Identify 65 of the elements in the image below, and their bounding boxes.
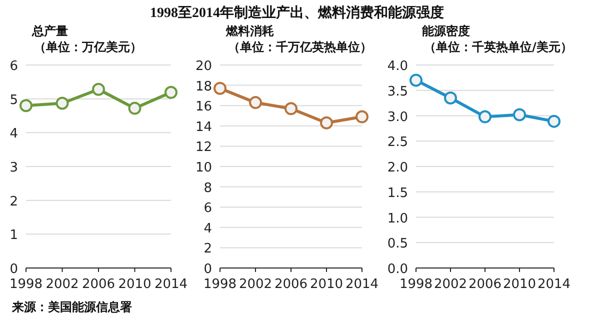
- y-tick-label: 6: [204, 201, 212, 216]
- y-tick-label: 0: [10, 262, 18, 277]
- point: [356, 110, 368, 124]
- x-tick-label: 2002: [434, 277, 468, 292]
- point: [320, 116, 333, 130]
- y-tick-label: 3.5: [387, 84, 408, 100]
- point: [164, 86, 178, 99]
- y-tick-label: 16: [195, 100, 212, 115]
- point: [444, 91, 457, 104]
- x-tick-label: 2002: [238, 277, 272, 292]
- y-tick-label: 18: [195, 79, 212, 94]
- y-tick-label: 8: [204, 180, 212, 196]
- x-tick-label: 2006: [274, 277, 308, 292]
- y-tick-label: 5: [10, 92, 18, 108]
- x-tick-label: 2014: [345, 277, 379, 292]
- point: [128, 102, 142, 115]
- y-tick-label: 1.0: [387, 211, 408, 226]
- y-tick-label: 1.5: [387, 186, 408, 201]
- point: [249, 96, 262, 110]
- point: [20, 99, 32, 112]
- point: [548, 114, 560, 128]
- chart-title: 能源密度: [422, 24, 470, 38]
- y-tick-label: 2.5: [387, 135, 408, 150]
- y-tick-label: 0.5: [387, 236, 408, 252]
- y-tick-label: 4.0: [387, 59, 408, 74]
- x-tick-label: 1998: [399, 277, 433, 292]
- y-tick-label: 4: [10, 126, 18, 142]
- y-tick-label: 4: [204, 221, 212, 236]
- y-tick-label: 20: [195, 59, 212, 74]
- chart-subtitle: （单位：千万亿英热单位）: [228, 40, 372, 54]
- x-tick-label: 2010: [502, 277, 536, 292]
- point: [56, 96, 69, 110]
- y-tick-label: 3: [10, 160, 18, 176]
- x-tick-label: 2010: [118, 277, 152, 292]
- x-tick-label: 1998: [203, 277, 237, 292]
- source-note: 来源：美国能源信息署: [11, 300, 132, 314]
- y-tick-label: 10: [195, 160, 212, 176]
- point: [410, 74, 422, 87]
- y-tick-label: 2.0: [387, 160, 408, 176]
- point: [513, 108, 526, 122]
- chart-subtitle: （单位：千英热单位/美元）: [424, 40, 572, 54]
- y-tick-label: 0: [204, 262, 212, 277]
- y-tick-label: 2: [10, 194, 18, 210]
- y-tick-label: 14: [195, 120, 212, 135]
- chart-title: 燃料消耗: [225, 24, 274, 38]
- point: [214, 82, 226, 95]
- y-tick-label: 6: [10, 59, 18, 74]
- y-tick-label: 3.0: [387, 110, 408, 125]
- chart-title: 总产量: [31, 24, 68, 38]
- x-tick-label: 2010: [310, 277, 344, 292]
- y-tick-label: 1: [10, 228, 18, 244]
- y-tick-label: 12: [195, 140, 212, 156]
- y-tick-label: 0.0: [387, 262, 408, 277]
- x-tick-label: 2006: [82, 277, 116, 292]
- x-tick-label: 2006: [468, 277, 502, 292]
- point: [92, 82, 105, 96]
- x-tick-label: 2014: [154, 277, 188, 292]
- x-tick-label: 2002: [46, 277, 79, 292]
- text: 1998至2014年制造业产出、燃料消费和能源强度: [150, 4, 444, 21]
- y-tick-label: 2: [204, 242, 212, 257]
- x-tick-label: 2014: [537, 277, 571, 292]
- point: [284, 102, 298, 116]
- chart-subtitle: （单位：万亿美元）: [34, 40, 142, 54]
- x-tick-label: 1998: [9, 277, 43, 292]
- point: [478, 110, 492, 124]
